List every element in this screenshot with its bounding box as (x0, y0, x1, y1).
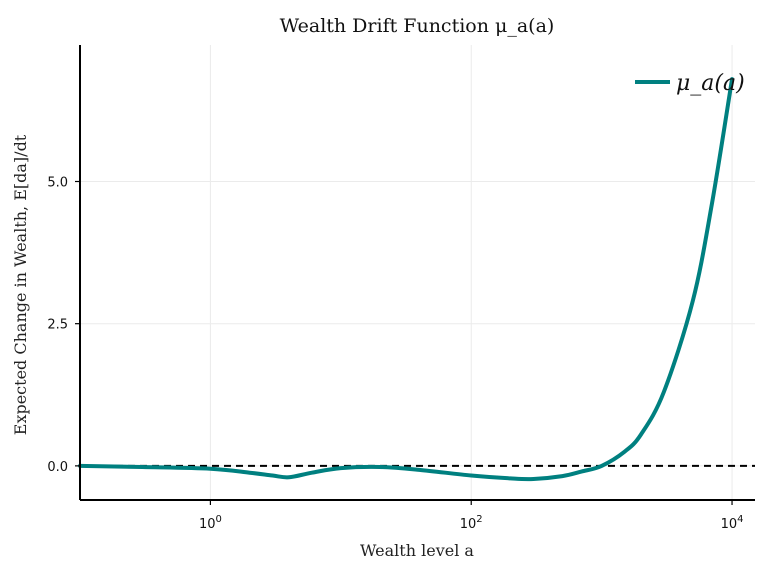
y-tick-label: 2.5 (47, 318, 68, 333)
y-axis-title: Expected Change in Wealth, E[da]/dt (11, 134, 30, 435)
x-tick-label: 104 (721, 514, 744, 532)
y-tick-label: 5.0 (47, 176, 68, 191)
grid-layer (80, 45, 755, 500)
x-tick-label: 100 (199, 514, 222, 532)
x-tick-label: 102 (460, 514, 483, 532)
x-axis-title: Wealth level a (360, 541, 474, 560)
tick-labels: 0.0 2.5 5.0 100 102 104 (47, 176, 743, 533)
y-tick-label: 0.0 (47, 460, 68, 475)
chart-title: Wealth Drift Function μ_a(a) (280, 15, 555, 37)
series-layer (78, 77, 735, 482)
legend: μ_a(a) (635, 71, 745, 96)
legend-label-mu-a: μ_a(a) (676, 71, 745, 96)
series-line-mu-a (78, 77, 735, 482)
axes (75, 45, 755, 505)
